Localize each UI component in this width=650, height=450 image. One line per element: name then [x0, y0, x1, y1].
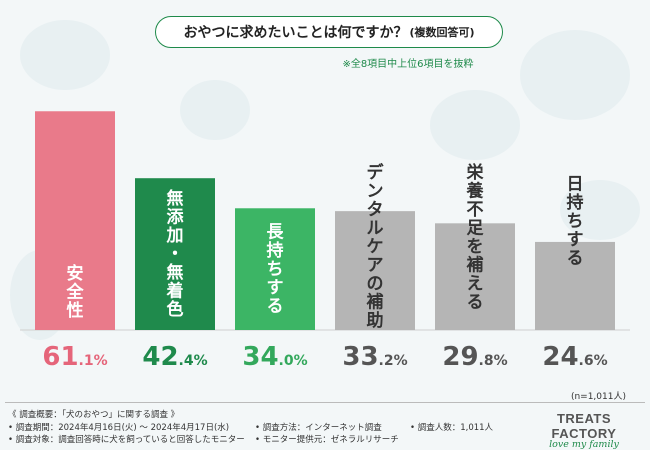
value-label-3: 34.0%	[242, 342, 307, 372]
background-blob	[20, 20, 110, 90]
background-blob	[560, 180, 640, 240]
footer-divider	[5, 402, 645, 403]
footer-target: • 調査対象：調査回答時に犬を飼っていると回答したモニター	[8, 435, 245, 445]
bar-6	[535, 241, 615, 330]
brand-name: TREATS FACTORY	[551, 411, 617, 441]
footer-count: • 調査人数：1,011人	[410, 423, 494, 433]
value-label-5: 29.8%	[442, 342, 507, 372]
footer-method: • 調査方法：インターネット調査	[255, 423, 382, 433]
chart-note: ※全8項目中上位6項目を抜粋	[342, 59, 474, 70]
category-label-6: 日持ちする	[567, 174, 584, 268]
category-label-1: 安全性	[66, 263, 85, 321]
background-blob	[430, 90, 520, 160]
category-label-5: 栄養不足を補える	[466, 162, 485, 313]
sample-size-label: (n=1,011人)	[570, 392, 626, 402]
bar-2	[135, 178, 215, 330]
footer-provider: • モニター提供元：ゼネラルリサーチ	[255, 435, 399, 445]
value-label-6: 24.6%	[542, 342, 607, 372]
bar-5	[435, 223, 515, 330]
category-label-2: 無添加・無着色	[166, 188, 185, 320]
footer-overview: 《 調査概要：「犬のおやつ」に関する調査 》	[8, 410, 180, 420]
value-label-4: 33.2%	[342, 342, 407, 372]
background-blob	[520, 30, 630, 120]
chart-title-main: おやつに求めたいことは何ですか？	[183, 25, 408, 41]
bar-4	[335, 211, 415, 330]
brand-logo: TREATS FACTORY love my family	[534, 411, 634, 450]
chart-title-sub: (複数回答可)	[409, 26, 475, 39]
value-label-1: 61.1%	[42, 342, 107, 372]
brand-tagline: love my family	[549, 439, 619, 450]
bar-chart: 安全性 61.1% 無添加・無着色 42.4% 長持ちする 34.0% デンタルケアの補助 3…	[20, 111, 630, 372]
value-label-2: 42.4%	[142, 342, 207, 372]
bar-1	[35, 111, 115, 331]
category-label-3: 長持ちする	[267, 222, 285, 316]
bar-3	[235, 208, 315, 330]
background-blob	[180, 80, 250, 140]
category-label-4: デンタルケアの補助	[366, 162, 385, 331]
footer-period: • 調査期間：2024年4月16日(火) 〜 2024年4月17日(水)	[8, 423, 230, 433]
chart-title: おやつに求めたいことは何ですか？ (複数回答可)	[155, 16, 503, 48]
